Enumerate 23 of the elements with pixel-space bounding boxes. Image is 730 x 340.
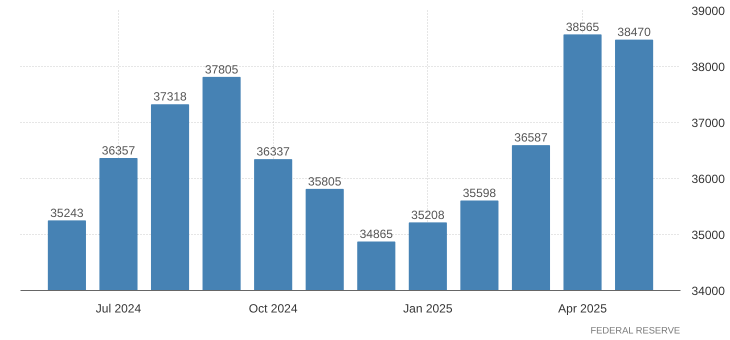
y-tick-label: 36000	[692, 172, 726, 186]
data-label: 36337	[256, 144, 290, 159]
y-tick-label: 34000	[692, 284, 726, 298]
x-tick-label: Jul 2024	[96, 302, 142, 316]
data-label: 35805	[308, 174, 342, 188]
data-label: 38565	[566, 20, 600, 34]
x-tick-label: Jan 2025	[403, 302, 453, 316]
data-label: 35243	[50, 206, 84, 220]
data-label: 36357	[102, 144, 136, 158]
data-label: 35598	[462, 186, 496, 200]
x-tick-label: Oct 2024	[248, 302, 298, 316]
y-tick-label: 37000	[692, 116, 726, 130]
data-label: 34865	[360, 227, 394, 242]
y-tick-label: 35000	[692, 228, 726, 242]
text: FEDERAL RESERVE	[590, 326, 680, 336]
data-label: 36587	[514, 130, 548, 145]
y-tick-label: 38000	[692, 60, 726, 74]
data-label: 35208	[411, 208, 445, 222]
x-tick-label: Apr 2025	[558, 302, 608, 316]
data-label: 37805	[204, 62, 239, 76]
data-label: 37318	[153, 90, 188, 104]
data-label: 38470	[617, 25, 652, 40]
y-tick-label: 39000	[692, 4, 726, 18]
